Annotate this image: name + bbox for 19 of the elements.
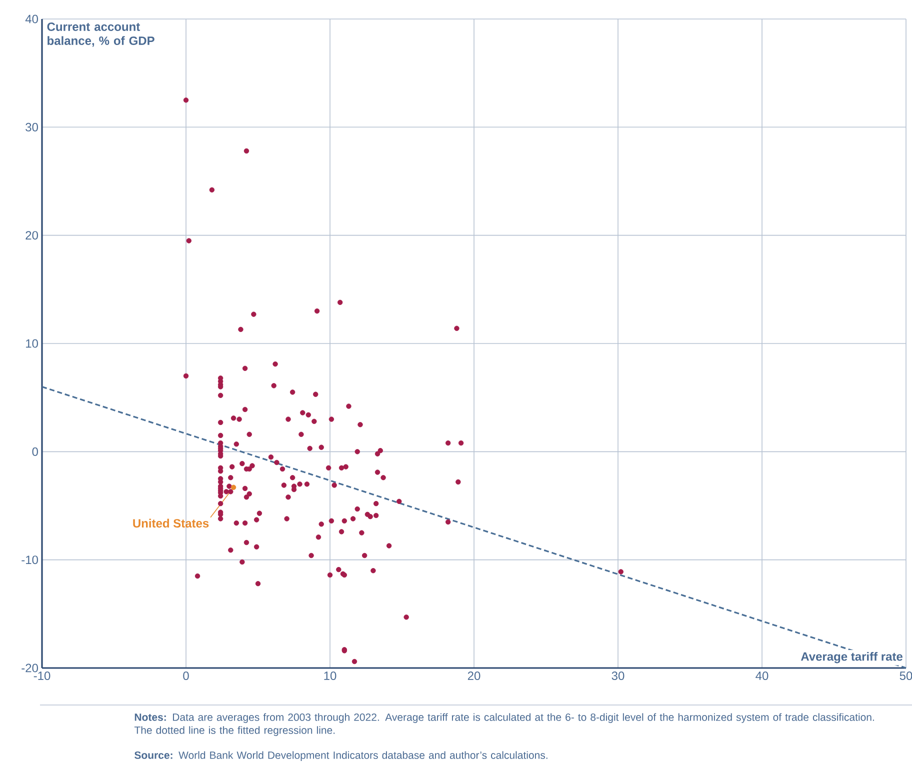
x-tick-label: 30 — [612, 672, 624, 680]
y-tick-label: -20 — [22, 664, 38, 672]
y-tick-label: 0 — [32, 447, 38, 456]
x-tick-label: -10 — [34, 672, 50, 680]
text: Source: World Bank World Development Indicators database and author’s calculations. — [134, 751, 548, 761]
x-tick-label: 0 — [183, 672, 189, 680]
y-tick-label: 40 — [25, 14, 38, 24]
x-tick-label: 20 — [468, 672, 480, 680]
text: United States — [133, 518, 209, 528]
y-tick-label: 30 — [26, 122, 38, 132]
y-tick-label: 20 — [26, 231, 38, 240]
text: Notes: Data are averages from 2003 through 2022. Average tariff rate is calculated at the 6- to 8-digit level of the harmonized system of trade classification. The dotted line is the fitted regression line. — [134, 713, 874, 736]
y-tick-label: -10 — [22, 556, 38, 564]
y-tick-label: 10 — [26, 339, 38, 348]
x-tick-label: 40 — [756, 672, 768, 680]
x-tick-label: 50 — [900, 672, 912, 680]
x-axis-title: Average tariff rate — [800, 652, 902, 664]
y-axis-title: Current account balance, % of GDP — [47, 22, 154, 47]
x-tick-label: 10 — [324, 672, 336, 680]
